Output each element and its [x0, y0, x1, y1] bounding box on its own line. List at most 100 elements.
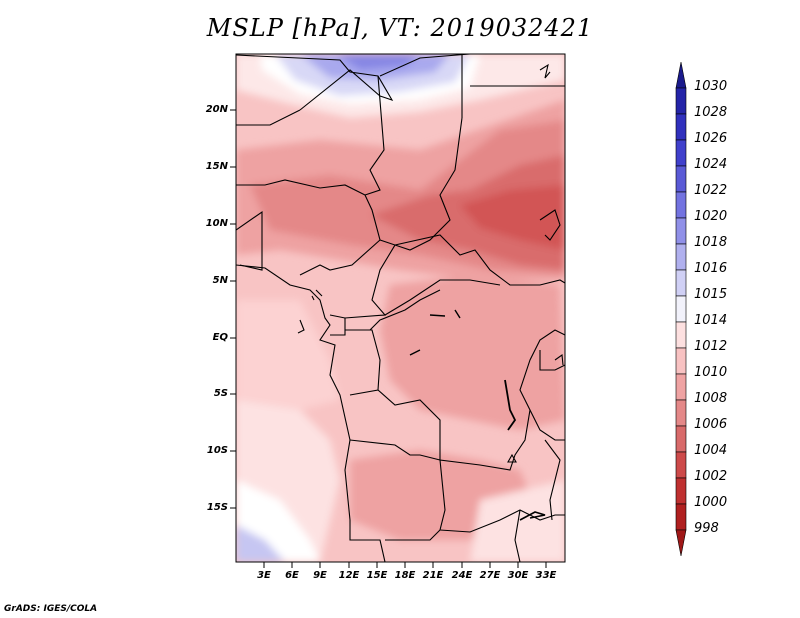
border-tanzania: [529, 409, 565, 441]
lon-label-3e: 3E: [257, 570, 271, 581]
lat-label-20n: 20N: [205, 104, 228, 115]
colorbar-label: 1008: [694, 391, 728, 406]
lon-ticks: [263, 562, 547, 568]
rivers-congo: [409, 309, 461, 356]
border-uganda-kenya: [539, 350, 565, 371]
colorbar-segment: [675, 269, 687, 297]
colorbar-segment: [675, 139, 687, 167]
lake-chad: [311, 289, 323, 301]
lat-ticks: [230, 109, 236, 509]
zone-1020: [336, 54, 420, 70]
border-zimbabwe-botswana: [514, 509, 521, 562]
colorbar-segment: [675, 347, 687, 375]
colorbar-segment: [675, 477, 687, 505]
colorbar-segment: [675, 399, 687, 427]
lon-label-15e: 15E: [366, 570, 388, 581]
lat-label-10s: 10S: [206, 445, 228, 456]
colorbar-segment: [675, 451, 687, 479]
colorbar-segment: [675, 503, 687, 531]
border-niger-chad: [364, 75, 385, 196]
lake-mweru: [507, 453, 517, 463]
border-car-sudan-drc: [394, 234, 565, 286]
zone-1016-south: [236, 525, 285, 562]
colorbar-label: 1002: [694, 469, 728, 484]
lon-label-9e: 9E: [313, 570, 327, 581]
zone-1008-basin: [380, 275, 565, 430]
lake-kariba: [519, 511, 546, 521]
border-drc-angola-zambia: [377, 329, 565, 471]
colorbar-segment: [675, 295, 687, 323]
colorbar-label: 1016: [694, 261, 728, 276]
border-benin: [236, 210, 263, 271]
lon-label-12e: 12E: [338, 570, 360, 581]
border-niger-nigeria: [236, 179, 366, 196]
lon-label-27e: 27E: [479, 570, 501, 581]
colorbar-label: 1012: [694, 339, 728, 354]
colorbar-segment: [675, 243, 687, 271]
lake-victoria: [554, 354, 564, 366]
colorbar-label: 1022: [694, 183, 728, 198]
colorbar-label: 1006: [694, 417, 728, 432]
colorbar-segment: [675, 321, 687, 349]
lon-label-6e: 6E: [285, 570, 299, 581]
lat-label-15n: 15N: [205, 161, 228, 172]
lat-label-eq: EQ: [212, 332, 228, 343]
lat-label-15s: 15S: [206, 502, 228, 513]
zone-1014-se: [470, 480, 565, 562]
lon-label-21e: 21E: [422, 570, 444, 581]
borders: [236, 54, 565, 562]
lon-label-30e: 30E: [507, 570, 529, 581]
border-eq-guinea: [330, 318, 346, 336]
colorbar-label: 1000: [694, 495, 728, 510]
lon-label-18e: 18E: [394, 570, 416, 581]
colorbar-label: 998: [694, 521, 719, 536]
border-algeria-niger: [236, 54, 394, 111]
footer-credit: GrADS: IGES/COLA: [4, 604, 98, 614]
lake-tanganyika: [504, 379, 517, 431]
lat-label-10n: 10N: [205, 218, 228, 229]
lat-label-5n: 5N: [212, 275, 228, 286]
coastline-west: [236, 264, 386, 562]
border-mali-niger: [236, 109, 301, 126]
colorbar-segment: [675, 373, 687, 401]
colorbar-segment: [675, 191, 687, 219]
colorbar-label: 1028: [694, 105, 728, 120]
zone-1002: [460, 185, 565, 250]
lake-tana: [539, 209, 561, 241]
border-angola-namibia: [349, 439, 441, 461]
pressure-field: [236, 54, 565, 562]
colorbar-label: 1026: [694, 131, 728, 146]
colorbar-segment: [675, 87, 687, 115]
colorbar-label: 1020: [694, 209, 728, 224]
border-car-drc: [384, 279, 501, 316]
coast-red-sea: [539, 63, 551, 79]
island-bioko: [297, 319, 305, 334]
colorbar-label: 1015: [694, 287, 728, 302]
border-chad-sudan: [394, 117, 463, 251]
colorbar-label: 1004: [694, 443, 728, 458]
border-gabon-congo: [345, 329, 381, 396]
border-congo-drc-north: [369, 289, 441, 331]
lon-label-24e: 24E: [451, 570, 473, 581]
border-nigeria-cameroon: [299, 194, 381, 276]
colorbar-top-arrow: [675, 61, 687, 89]
colorbar-label: 1024: [694, 157, 728, 172]
colorbar-label: 1010: [694, 365, 728, 380]
lon-label-33e: 33E: [535, 570, 557, 581]
map-title: MSLP [hPa], VT: 2019032421: [206, 14, 594, 42]
map-frame: [235, 53, 566, 563]
colorbar: [675, 61, 687, 557]
colorbar-segment: [675, 113, 687, 141]
colorbar-bottom-arrow: [675, 529, 687, 557]
colorbar-segment: [675, 165, 687, 193]
border-malawi: [544, 439, 561, 521]
border-libya: [379, 54, 471, 77]
colorbar-segment: [675, 425, 687, 453]
colorbar-label: 1018: [694, 235, 728, 250]
colorbar-label: 1014: [694, 313, 728, 328]
zone-1012: [236, 300, 340, 410]
lat-label-5s: 5S: [213, 388, 228, 399]
colorbar-segment: [675, 217, 687, 245]
colorbar-label: 1030: [694, 79, 728, 94]
